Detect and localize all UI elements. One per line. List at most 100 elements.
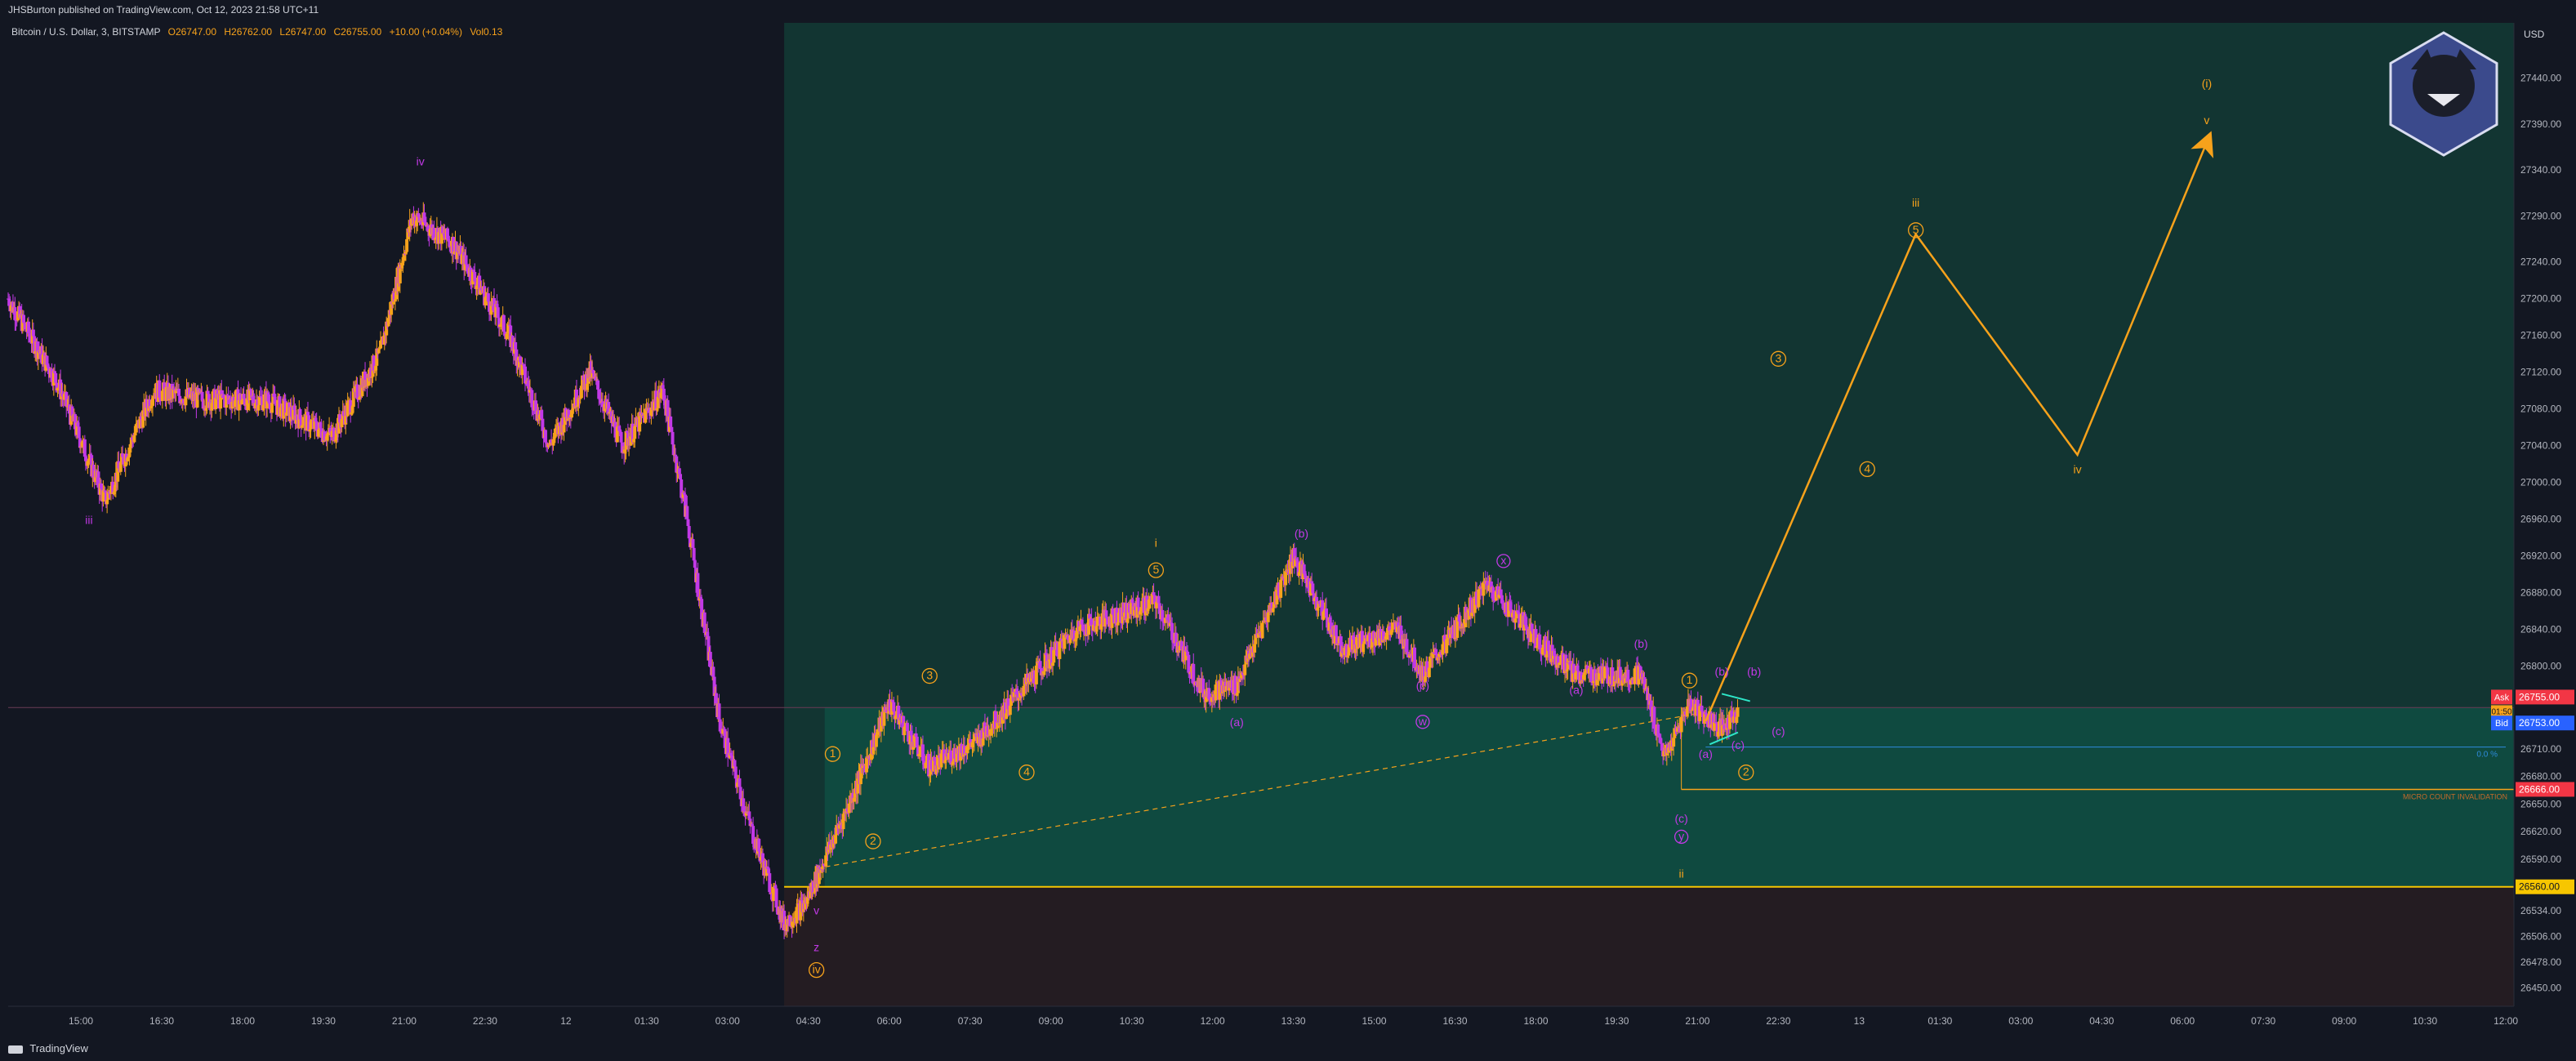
candle-body-789 [772, 886, 776, 902]
candle-body-146 [148, 399, 152, 408]
candle-body-1408 [1372, 631, 1376, 643]
candle-body-1484 [1446, 634, 1450, 640]
candle-body-404 [398, 265, 402, 283]
candle-body-1268 [1236, 676, 1240, 693]
invalidation-badge-price: 26666.00 [2519, 783, 2560, 795]
candle-body-1404 [1368, 632, 1372, 648]
candle-body-71 [75, 422, 79, 435]
candle-body-1371 [1336, 643, 1340, 645]
candle-body-1551 [1510, 613, 1514, 617]
candle-body-582 [571, 408, 575, 411]
candle-body-700 [685, 506, 689, 519]
candle-body-1608 [1566, 662, 1570, 670]
candle-body-1074 [1048, 659, 1052, 669]
time-axis[interactable]: 15:00 16:30 18:00 19:30 21:00 22:30 12 01:30 03:… [0, 1005, 2518, 1036]
price-tick-15: 26920.00 [2520, 551, 2561, 562]
candle-body-673 [659, 392, 663, 399]
candle-body-378 [372, 370, 377, 372]
candle-body-1474 [1436, 657, 1440, 661]
candle-body-913 [892, 702, 896, 712]
candle-body-959 [936, 755, 940, 770]
candle-body-159 [160, 390, 164, 401]
candle-body-1611 [1569, 661, 1573, 671]
candle-body-353 [349, 399, 353, 415]
candle-body-1783 [1736, 707, 1740, 717]
candle-body-693 [679, 474, 683, 479]
candle-body-793 [775, 907, 779, 912]
bid-badge-tag [2491, 716, 2512, 731]
candle-body-350 [345, 403, 350, 417]
candle-body-865 [845, 808, 849, 812]
candle-body-243 [242, 394, 246, 399]
time-tick-25: 04:30 [2089, 1015, 2114, 1027]
candle-body-1076 [1050, 647, 1054, 666]
candle-body-1107 [1080, 619, 1084, 625]
candle-body-286 [283, 400, 287, 417]
candle-body-1701 [1656, 724, 1660, 736]
price-tick-20: 27120.00 [2520, 367, 2561, 378]
candle-body-1453 [1415, 666, 1419, 672]
wave-label-purple-15: (c) [1731, 738, 1745, 751]
publisher-text: JHSBurton published on TradingView.com, … [8, 4, 319, 16]
candle-body-507 [498, 324, 502, 328]
candle-body-211 [211, 391, 215, 403]
candle-body-638 [625, 430, 629, 433]
candle-body-278 [276, 399, 280, 415]
candle-body-1033 [1008, 706, 1012, 716]
candle-body-1196 [1166, 614, 1170, 621]
candle-body-85 [88, 453, 92, 456]
wave-label-orange-0: iii [1912, 196, 1919, 209]
candle-body-1566 [1525, 626, 1529, 635]
candle-body-1683 [1638, 666, 1642, 680]
candle-body-322 [319, 422, 323, 429]
candle-body-390 [385, 321, 389, 336]
candle-body-628 [615, 426, 619, 443]
time-tick-20: 21:00 [1685, 1015, 1709, 1027]
candle-body-872 [852, 797, 856, 802]
candle-body-409 [403, 253, 407, 255]
candle-body-940 [918, 754, 922, 756]
candle-body-949 [927, 754, 931, 777]
candle-body-1537 [1497, 594, 1501, 598]
price-axis[interactable]: 26450.00 26478.00 26506.00 26534.00 26560.00… [2513, 0, 2576, 1036]
candle-body-1707 [1662, 751, 1666, 756]
candle-body-238 [237, 400, 241, 411]
price-tick-12: 26800.00 [2520, 661, 2561, 672]
candle-body-1064 [1038, 661, 1042, 668]
candle-body-813 [795, 907, 799, 924]
candle-body-1773 [1726, 717, 1730, 729]
time-axis-bg [0, 1006, 2514, 1036]
candle-body-1060 [1034, 665, 1038, 684]
candle-body-1391 [1355, 635, 1359, 649]
logo-wolf-head [2413, 55, 2475, 117]
candle-body-1214 [1183, 650, 1188, 661]
candle-body-384 [379, 341, 383, 349]
candle-body-528 [519, 356, 523, 363]
candle-body-31 [36, 350, 40, 359]
candle-body-831 [812, 892, 816, 894]
candle-body-708 [693, 560, 697, 568]
candle-body-1271 [1239, 678, 1243, 680]
candle-body-361 [356, 399, 360, 400]
candle-body-270 [268, 402, 272, 410]
candle-body-550 [540, 410, 544, 419]
candle-body-728 [712, 676, 716, 697]
candle-body-1180 [1151, 592, 1155, 604]
candle-body-1736 [1690, 710, 1694, 711]
candle-body-336 [332, 427, 336, 442]
candle-body-125 [127, 447, 131, 457]
candle-body-1343 [1308, 581, 1313, 596]
currency-label[interactable]: USD [2524, 29, 2545, 40]
candle-body-1171 [1142, 597, 1146, 613]
candle-body-645 [632, 439, 636, 443]
candle-body-516 [506, 324, 510, 332]
candle-body-1760 [1714, 722, 1718, 724]
candle-body-1742 [1696, 699, 1700, 716]
countdown-text: 01:50 [2491, 707, 2511, 716]
candle-body-1594 [1553, 650, 1557, 656]
candle-body-684 [670, 426, 674, 432]
candle-body-1037 [1012, 691, 1016, 698]
candle-body-1232 [1201, 678, 1206, 698]
time-tick-2: 18:00 [230, 1015, 255, 1027]
